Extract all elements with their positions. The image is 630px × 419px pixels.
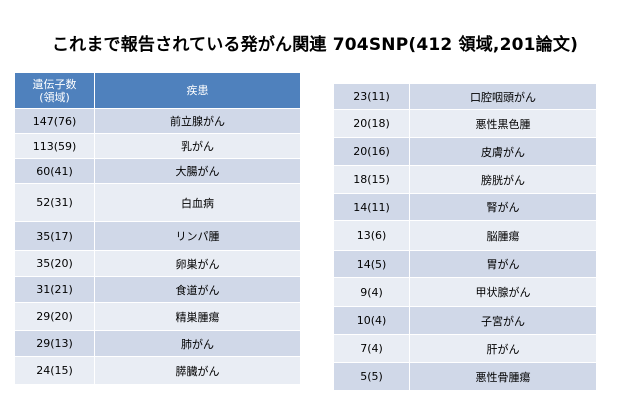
disease-cell: 悪性骨腫瘍 — [409, 362, 597, 391]
gene-count-cell: 14(5) — [333, 250, 410, 278]
gene-count-cell: 35(17) — [14, 221, 95, 251]
table-row: 9(4) 甲状腺がん — [333, 277, 597, 307]
gene-count-cell: 20(18) — [333, 109, 410, 138]
disease-cell: 口腔咽頭がん — [409, 83, 597, 110]
disease-cell: 大腸がん — [94, 158, 301, 184]
disease-cell: 肝がん — [409, 334, 597, 363]
disease-cell: リンパ腫 — [94, 221, 301, 251]
disease-cell: 胃がん — [409, 250, 597, 278]
gene-count-cell: 5(5) — [333, 362, 410, 391]
table-row: 60(41) 大腸がん — [14, 158, 301, 184]
disease-cell: 肺がん — [94, 330, 301, 357]
gene-count-cell: 52(31) — [14, 183, 95, 222]
disease-cell: 悪性黒色腫 — [409, 109, 597, 138]
slide-title: これまで報告されている発がん関連 704SNP(412 領域,201論文) — [51, 35, 579, 55]
table-row: 18(15) 膀胱がん — [333, 165, 597, 194]
header-gene-count: 遺伝子数 (領域) — [14, 72, 95, 109]
gene-count-cell: 113(59) — [14, 133, 95, 159]
table-row: 113(59) 乳がん — [14, 133, 301, 159]
table-row: 20(16) 皮膚がん — [333, 137, 597, 166]
disease-cell: 乳がん — [94, 133, 301, 159]
table-row: 24(15) 膵臓がん — [14, 356, 301, 385]
gene-count-cell: 13(6) — [333, 220, 410, 251]
header-disease: 疾患 — [94, 72, 301, 109]
table-row: 20(18) 悪性黒色腫 — [333, 109, 597, 138]
table-row: 10(4) 子宮がん — [333, 306, 597, 335]
table-row: 31(21) 食道がん — [14, 276, 301, 303]
table-row: 14(5) 胃がん — [333, 250, 597, 278]
table-row: 35(17) リンパ腫 — [14, 221, 301, 251]
disease-cell: 皮膚がん — [409, 137, 597, 166]
disease-cell: 精巣腫瘍 — [94, 302, 301, 331]
table-row: 14(11) 腎がん — [333, 193, 597, 221]
table-row: 29(13) 肺がん — [14, 330, 301, 357]
disease-cell: 膵臓がん — [94, 356, 301, 385]
gene-count-cell: 23(11) — [333, 83, 410, 110]
table-row: 147(76) 前立腺がん — [14, 108, 301, 134]
gene-count-cell: 147(76) — [14, 108, 95, 134]
table-row: 52(31) 白血病 — [14, 183, 301, 222]
table-row: 5(5) 悪性骨腫瘍 — [333, 362, 597, 391]
gene-count-cell: 60(41) — [14, 158, 95, 184]
disease-cell: 卵巣がん — [94, 250, 301, 277]
gene-count-cell: 20(16) — [333, 137, 410, 166]
disease-cell: 膀胱がん — [409, 165, 597, 194]
table-row: 13(6) 脳腫瘍 — [333, 220, 597, 251]
gene-count-cell: 10(4) — [333, 306, 410, 335]
table-row: 23(11) 口腔咽頭がん — [333, 83, 597, 110]
gene-count-cell: 14(11) — [333, 193, 410, 221]
gene-count-cell: 7(4) — [333, 334, 410, 363]
disease-cell: 脳腫瘍 — [409, 220, 597, 251]
gene-count-cell: 9(4) — [333, 277, 410, 307]
gene-count-cell: 35(20) — [14, 250, 95, 277]
header-gene-count-line1: 遺伝子数 — [32, 77, 77, 91]
disease-cell: 子宮がん — [409, 306, 597, 335]
disease-cell: 腎がん — [409, 193, 597, 221]
disease-cell: 甲状腺がん — [409, 277, 597, 307]
left-gene-table: 遺伝子数 (領域) 疾患 147(76) 前立腺がん 113(59) 乳がん 6… — [14, 72, 301, 385]
table-row: 7(4) 肝がん — [333, 334, 597, 363]
disease-cell: 白血病 — [94, 183, 301, 222]
disease-cell: 食道がん — [94, 276, 301, 303]
gene-count-cell: 31(21) — [14, 276, 95, 303]
header-gene-count-line2: (領域) — [39, 90, 70, 104]
gene-count-cell: 29(20) — [14, 302, 95, 331]
gene-count-cell: 29(13) — [14, 330, 95, 357]
table-row: 29(20) 精巣腫瘍 — [14, 302, 301, 331]
right-gene-table: 23(11) 口腔咽頭がん 20(18) 悪性黒色腫 20(16) 皮膚がん 1… — [333, 83, 597, 391]
gene-count-cell: 24(15) — [14, 356, 95, 385]
table-row: 35(20) 卵巣がん — [14, 250, 301, 277]
gene-count-cell: 18(15) — [333, 165, 410, 194]
disease-cell: 前立腺がん — [94, 108, 301, 134]
